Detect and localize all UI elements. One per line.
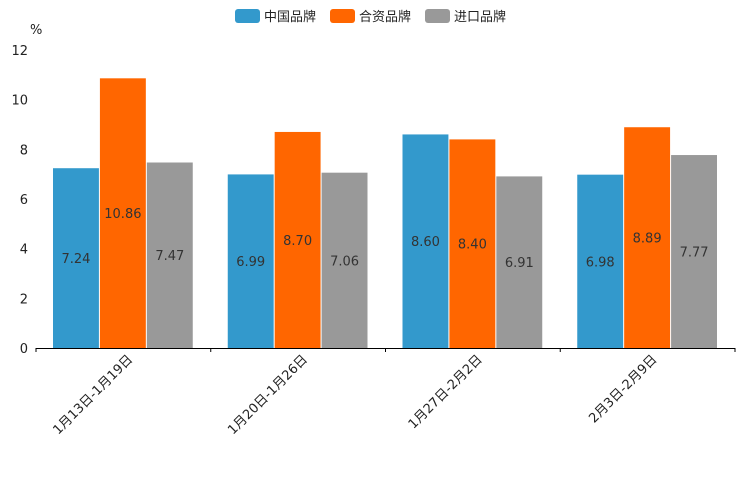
bar [146, 162, 193, 348]
bar-value-label: 7.77 [680, 246, 709, 261]
legend-label: 中国品牌 [264, 9, 316, 25]
y-tick-label: 12 [11, 44, 28, 59]
bar [577, 174, 624, 348]
bar-value-label: 7.47 [155, 249, 184, 264]
bar-value-label: 6.98 [586, 255, 615, 270]
bar-value-label: 8.70 [283, 234, 312, 249]
y-tick-label: 8 [20, 143, 28, 158]
bar [624, 127, 671, 349]
x-category-label: 1月27日-2月2日 [406, 352, 486, 432]
bar [496, 176, 543, 348]
x-category-label: 2月3日-2月9日 [586, 352, 660, 426]
y-tick-label: 2 [20, 292, 28, 307]
y-axis-unit-label: % [30, 23, 42, 38]
bar-value-label: 6.91 [505, 256, 534, 271]
bar [227, 174, 274, 348]
legend-label: 进口品牌 [454, 9, 506, 25]
y-tick-label: 4 [20, 243, 28, 258]
x-axis: 1月13日-1月19日 1月20日-1月26日 1月27日-2月2日 2月3日-2月9… [35, 348, 736, 438]
y-tick-label: 10 [11, 94, 28, 109]
y-axis: 0 2 4 6 8 10 12 [11, 44, 28, 357]
bar-value-label: 8.40 [458, 238, 487, 253]
legend-label: 合资品牌 [359, 9, 411, 25]
x-category-label: 1月20日-1月26日 [225, 352, 311, 438]
bar [53, 168, 99, 348]
bar-value-label: 6.99 [236, 255, 265, 270]
legend-swatch [330, 9, 355, 23]
bar [274, 131, 321, 348]
bar-value-label: 8.89 [633, 232, 662, 247]
legend-swatch [235, 9, 260, 23]
bar-value-label: 7.24 [61, 252, 90, 267]
bar [449, 139, 496, 348]
bar [99, 78, 146, 348]
bar [671, 155, 717, 348]
y-tick-label: 0 [20, 342, 28, 357]
bars-group: 7.24 10.86 7.47 6.99 8.70 7.06 8.60 8.40 6.91 6.9… [53, 78, 717, 349]
legend-swatch [425, 9, 450, 23]
bar-value-label: 10.86 [104, 207, 141, 222]
bar-value-label: 8.60 [411, 235, 440, 250]
x-category-label: 1月13日-1月19日 [50, 352, 136, 438]
legend: 中国品牌 合资品牌 进口品牌 [235, 9, 506, 25]
bar-value-label: 7.06 [330, 254, 359, 269]
bar [321, 172, 368, 348]
bar [402, 134, 449, 348]
y-tick-label: 6 [20, 193, 28, 208]
